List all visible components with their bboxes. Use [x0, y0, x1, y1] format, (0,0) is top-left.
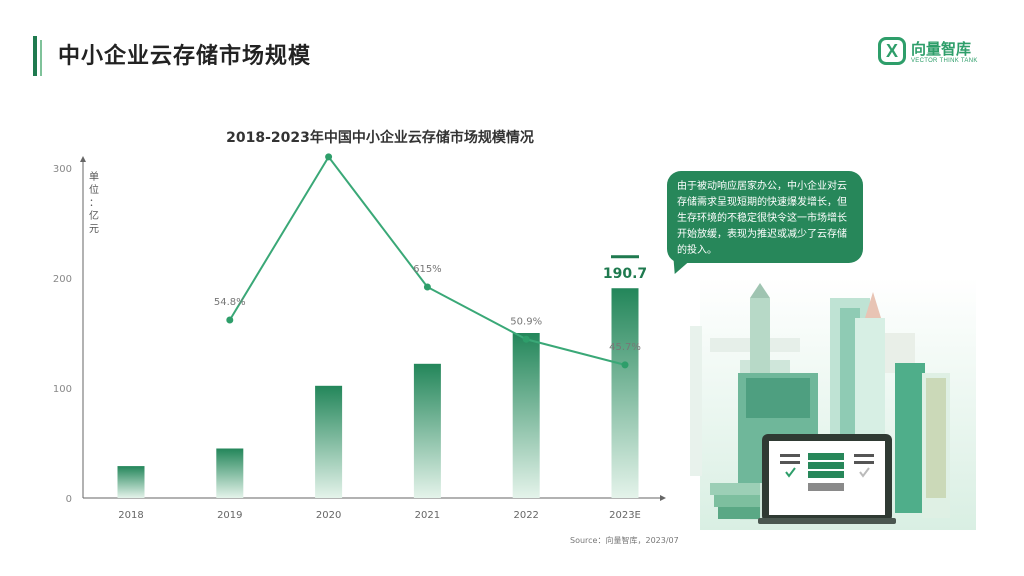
highlight-value-label: 190.7	[603, 266, 647, 282]
growth-rate-label: 615%	[413, 264, 442, 275]
title-accent-bar	[33, 36, 37, 76]
y-axis-unit-char: 亿	[89, 209, 99, 222]
bar-2018	[117, 466, 145, 498]
growth-rate-line	[228, 155, 626, 366]
page-title: 中小企业云存储市场规模	[58, 44, 312, 69]
bar-2021	[413, 363, 441, 498]
market-size-chart: 0 100 200 300 单位 ：亿元 2018 2019 2020 2021 2022 2023E…	[53, 153, 666, 521]
insight-callout: 由于被动响应居家办公，中小企业对云存储需求呈现短期的快速爆发增长，但生存环境的不…	[667, 171, 863, 263]
y-axis-unit-char: 位	[89, 183, 99, 196]
source-note: Source：向量智库，2023/07	[570, 536, 679, 545]
bar-2019	[216, 448, 244, 498]
title-accent-bar-light	[40, 40, 42, 76]
x-axis-arrow-icon	[660, 495, 666, 501]
y-axis-unit-char: 元	[89, 224, 99, 235]
growth-point-2020	[325, 153, 333, 161]
y-tick-label: 200	[53, 274, 72, 285]
growth-rate-label: 50.9%	[510, 316, 542, 327]
callout-tail	[666, 256, 696, 274]
y-axis-unit-char: ：	[89, 198, 99, 209]
brand-logo: X 向量智库 VECTOR THINK TANK	[878, 37, 988, 71]
growth-point-2022	[522, 335, 530, 343]
x-tick-label: 2019	[217, 510, 242, 521]
callout-text: 由于被动响应居家办公，中小企业对云存储需求呈现短期的快速爆发增长，但生存环境的不…	[677, 181, 847, 256]
bar-2020	[315, 385, 343, 498]
y-axis-arrow-icon	[80, 156, 86, 162]
growth-point-2021	[423, 283, 431, 291]
city-laptop-illustration	[690, 278, 976, 530]
growth-point-2023E	[621, 361, 629, 369]
highlight-marker	[611, 255, 639, 259]
x-tick-label: 2023E	[609, 510, 641, 521]
growth-point-2019	[226, 316, 234, 324]
x-tick-label: 2018	[118, 510, 143, 521]
logo-name-en: VECTOR THINK TANK	[911, 58, 978, 64]
x-tick-label: 2022	[513, 510, 538, 521]
chart-title: 2018-2023年中国中小企业云存储市场规模情况	[226, 130, 534, 146]
y-tick-label: 0	[66, 494, 72, 505]
growth-rate-label: 45.7%	[609, 342, 641, 353]
bar-2023E	[611, 288, 639, 498]
x-tick-label: 2020	[316, 510, 341, 521]
logo-name-cn: 向量智库	[911, 40, 972, 58]
y-tick-label: 100	[53, 384, 72, 395]
growth-rate-label: 54.8%	[214, 297, 246, 308]
y-axis-unit-char: 单	[89, 171, 99, 183]
x-tick-label: 2021	[415, 510, 440, 521]
y-tick-label: 300	[53, 164, 72, 175]
logo-x-icon: X	[878, 37, 906, 65]
bar-2022	[512, 333, 540, 498]
